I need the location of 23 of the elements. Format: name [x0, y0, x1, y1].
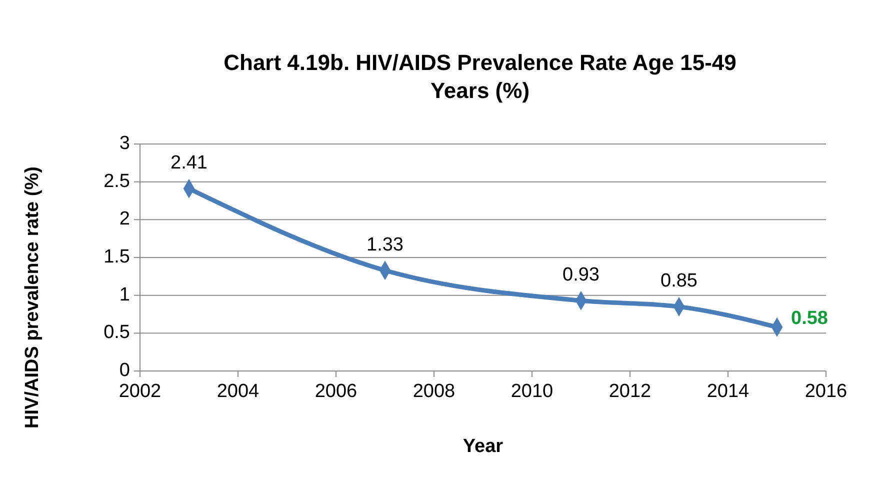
data-label: 2.41 [170, 152, 208, 174]
x-tick-label: 2014 [706, 381, 750, 402]
y-axis-title: HIV/AIDS prevalence rate (%) [22, 166, 43, 428]
data-label: 1.33 [366, 234, 404, 256]
x-tick-label: 2010 [510, 381, 554, 402]
y-tick-label: 3 [119, 133, 130, 154]
y-tick-label: 2 [119, 208, 130, 230]
data-label: 0.58 [791, 308, 828, 330]
y-tick-label: 1 [119, 284, 130, 306]
y-tick-label: 2.5 [104, 170, 130, 192]
chart-title: Chart 4.19b. HIV/AIDS Prevalence Rate Age 15-49 Years (%) [224, 50, 736, 103]
x-tick-label: 2004 [216, 381, 260, 402]
y-tick-label: 1.5 [104, 246, 130, 268]
x-tick-label: 2006 [314, 381, 358, 402]
x-axis-title: Year [462, 436, 504, 457]
x-tick-label: 2012 [608, 381, 652, 402]
y-tick-label: 0.5 [104, 322, 130, 344]
data-label: 0.85 [660, 270, 698, 292]
x-tick-label: 2016 [804, 381, 848, 402]
y-tick-label: 0 [119, 360, 130, 382]
x-tick-label: 2008 [412, 381, 456, 402]
x-tick-label: 2002 [118, 381, 162, 402]
data-label: 0.93 [562, 264, 600, 286]
